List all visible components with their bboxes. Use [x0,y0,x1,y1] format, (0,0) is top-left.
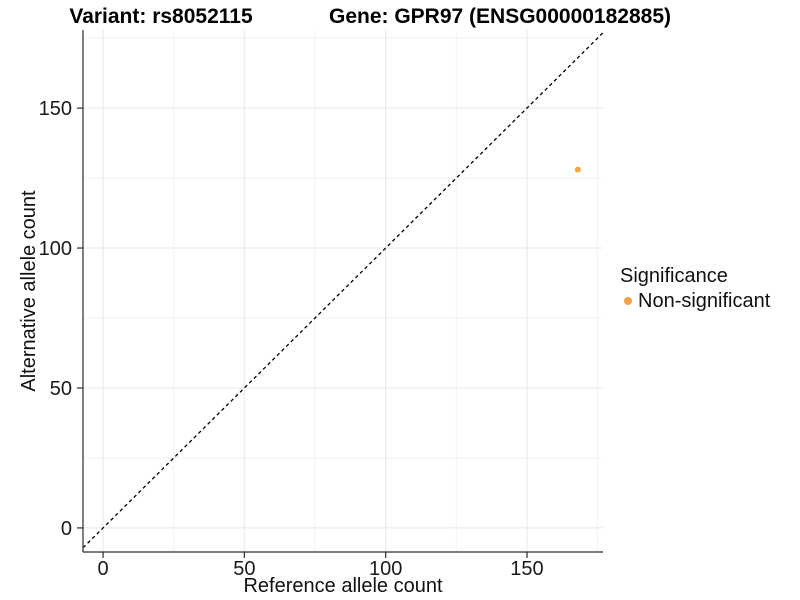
x-tick-label: 50 [233,558,255,580]
x-axis-title: Reference allele count [243,575,443,597]
x-tick-label: 100 [369,558,402,580]
data-point [574,166,581,173]
legend: Significance Non-significant [620,264,770,313]
y-tick-label: 50 [50,378,72,400]
y-tick-label: 100 [39,238,72,260]
legend-title: Significance [620,265,728,287]
y-tick-label: 150 [39,98,72,120]
plot-title-gene: Gene: GPR97 (ENSG00000182885) [328,5,672,28]
legend-point-icon [624,297,632,305]
plot-title-variant: Variant: rs8052115 [69,5,253,28]
legend-item-label: Non-significant [638,289,771,312]
legend-item-non-significant: Non-significant [620,289,770,313]
x-tick-label: 150 [510,558,543,580]
x-tick-label: 0 [98,558,109,580]
identity-line [82,32,604,549]
y-tick-label: 0 [61,518,72,540]
